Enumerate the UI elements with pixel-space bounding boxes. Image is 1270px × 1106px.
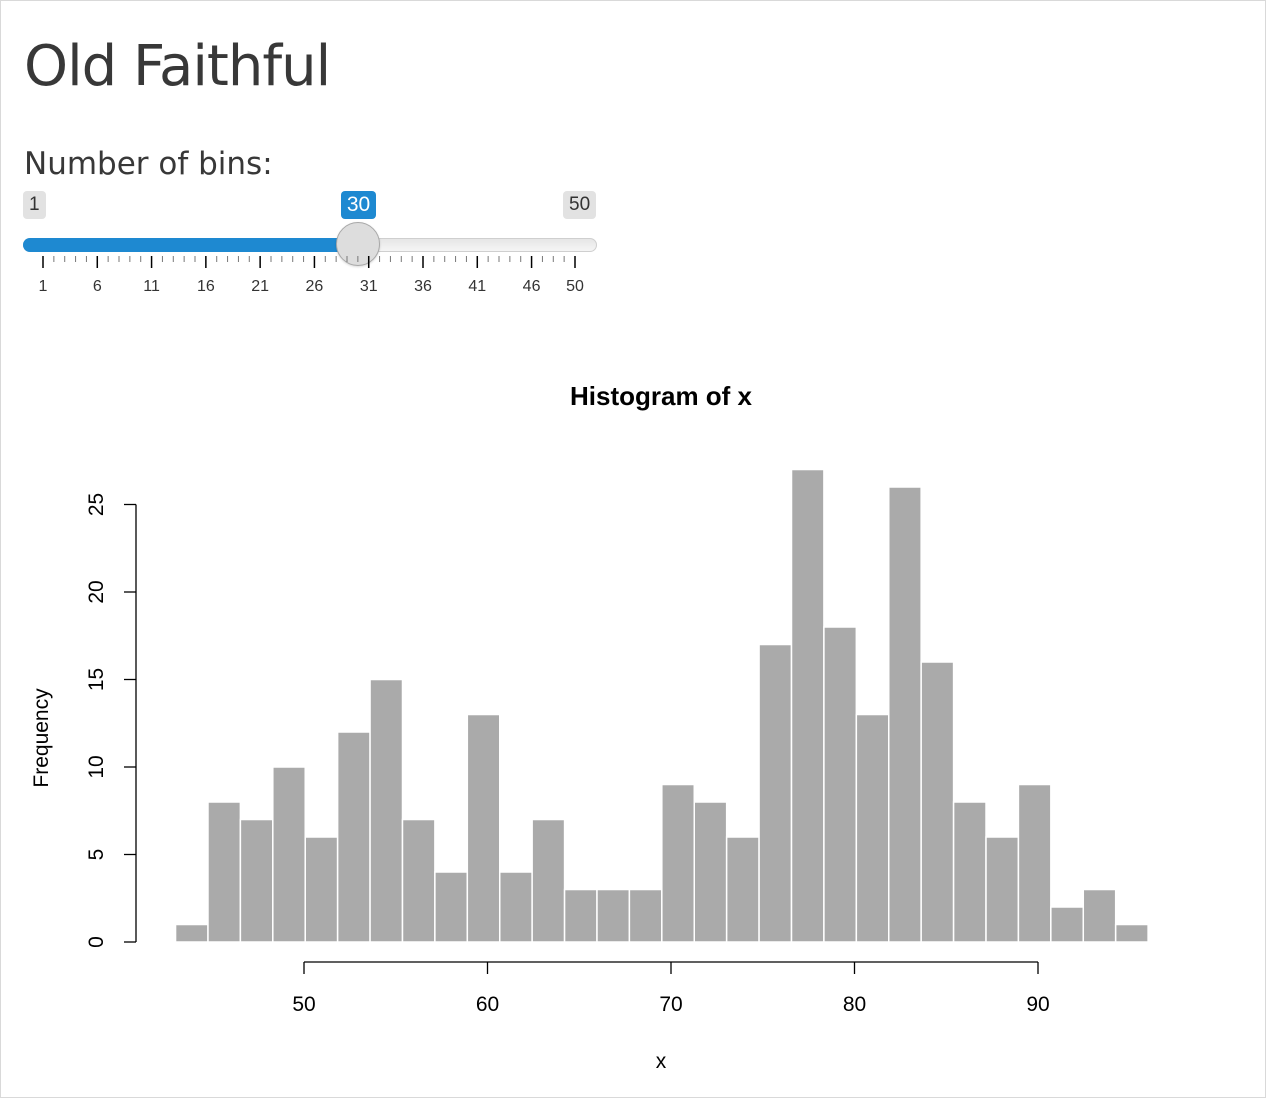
histogram-bar: [498, 871, 533, 943]
histogram-bar: [758, 643, 793, 943]
histogram-bar: [855, 713, 890, 943]
x-tick-label: 80: [843, 993, 866, 1016]
histogram-bar: [1082, 888, 1117, 943]
x-tick-label: 70: [659, 993, 682, 1016]
slider-handle[interactable]: [335, 222, 380, 266]
y-tick-label: 5: [85, 849, 108, 861]
slider-tick-label: 6: [93, 278, 102, 295]
y-axis: 0 5 10 15 20 25: [85, 493, 137, 948]
histogram-bar: [207, 801, 242, 943]
histogram-bar: [790, 468, 825, 943]
slider-tick-label: 16: [197, 278, 215, 295]
slider-track-fill: [23, 238, 358, 252]
histogram-bars: [174, 468, 1149, 943]
histogram-bar: [239, 818, 274, 943]
histogram-bar: [531, 818, 566, 943]
histogram-bar: [336, 731, 371, 943]
histogram-bar: [628, 888, 663, 943]
slider-max-badge: 50: [563, 191, 597, 219]
histogram-bar: [1114, 923, 1149, 943]
histogram-bar: [1017, 783, 1052, 943]
slider-tick-label: 36: [414, 278, 432, 295]
chart-title: Histogram of x: [570, 381, 753, 411]
histogram-bar: [823, 626, 858, 943]
histogram-bar: [466, 713, 501, 943]
histogram-bar: [434, 871, 469, 943]
x-tick-label: 50: [292, 993, 315, 1016]
histogram-bar: [725, 836, 760, 943]
slider-tick-label: 11: [143, 278, 160, 295]
bins-slider-label: Number of bins:: [24, 146, 273, 182]
slider-value-badge: 30: [340, 191, 377, 219]
histogram-bar: [596, 888, 631, 943]
histogram-bar: [920, 661, 955, 943]
slider-tick-label: 50: [566, 278, 584, 295]
x-tick-label: 60: [476, 993, 499, 1016]
y-tick-label: 0: [85, 936, 108, 948]
histogram-bar: [661, 783, 695, 943]
x-axis-label: x: [656, 1050, 667, 1073]
histogram-bar: [985, 836, 1020, 943]
slider-tick-label: 31: [360, 278, 378, 295]
slider-tick-label: 26: [306, 278, 324, 295]
slider-tick-grid: 1 6 11 16 21 26 31 36 41 46 50: [39, 256, 584, 295]
histogram-bar: [174, 923, 209, 943]
page-title: Old Faithful: [24, 34, 331, 99]
y-tick-label: 15: [85, 668, 108, 691]
slider-tick-label: 41: [468, 278, 486, 295]
y-tick-label: 25: [85, 493, 108, 516]
x-tick-label: 90: [1026, 993, 1049, 1016]
y-tick-label: 20: [85, 580, 108, 603]
y-axis-label: Frequency: [30, 688, 53, 788]
histogram-bar: [693, 801, 728, 943]
slider-tick-label: 1: [39, 278, 48, 295]
histogram-bar: [563, 888, 598, 943]
x-axis: 50 60 70 80 90: [292, 961, 1050, 1016]
histogram-bar: [1050, 906, 1085, 943]
slider-min-badge: 1: [23, 191, 46, 219]
histogram-bar: [369, 678, 404, 943]
histogram-bar: [304, 836, 339, 943]
slider-tick-label: 21: [251, 278, 269, 295]
slider-tick-label: 46: [523, 278, 541, 295]
histogram-bar: [401, 818, 436, 943]
histogram-bar: [952, 801, 987, 943]
histogram-bar: [272, 766, 306, 943]
y-tick-label: 10: [85, 755, 108, 778]
histogram-bar: [888, 486, 922, 943]
histogram-chart: Histogram of x x Frequency 50 60 70 80 90 0 5…: [30, 381, 1149, 1073]
